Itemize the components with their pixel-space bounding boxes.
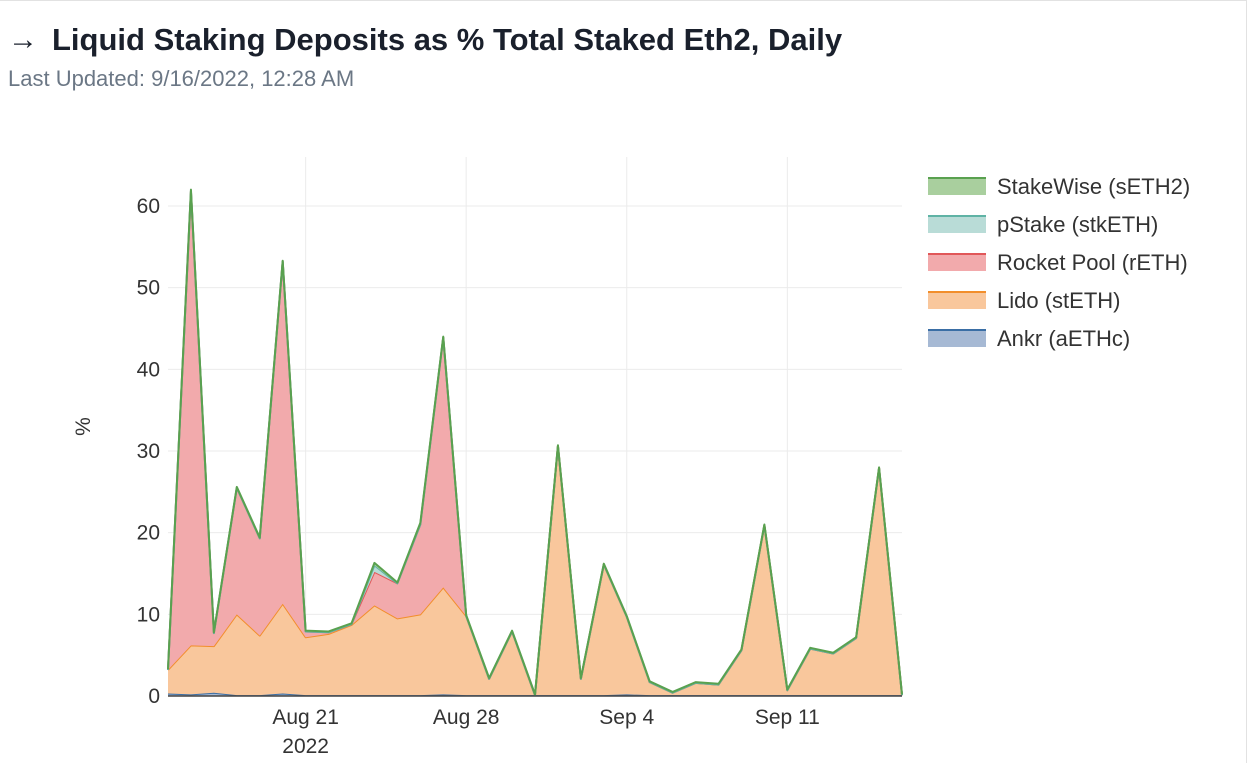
y-tick-label: 10 xyxy=(137,603,160,626)
legend-swatch xyxy=(928,253,986,271)
legend-label: Rocket Pool (rETH) xyxy=(997,250,1188,275)
area-line-4 xyxy=(167,188,903,696)
chart-title: Liquid Staking Deposits as % Total Stake… xyxy=(52,22,843,57)
y-tick-label: 20 xyxy=(137,522,160,545)
chart-header: → Liquid Staking Deposits as % Total Sta… xyxy=(8,20,842,60)
area-fill-1 xyxy=(168,446,902,696)
y-tick-label: 50 xyxy=(137,277,160,300)
arrow-right-icon[interactable]: → xyxy=(8,23,38,56)
legend[interactable]: StakeWise (sETH2) pStake (stkETH) Rocket P… xyxy=(928,174,1190,351)
x-tick-label: Sep 4 xyxy=(599,706,654,729)
legend-label: pStake (stkETH) xyxy=(997,212,1158,237)
legend-item[interactable]: Rocket Pool (rETH) xyxy=(928,250,1188,275)
y-tick-label: 40 xyxy=(137,358,160,381)
legend-item[interactable]: Ankr (aETHc) xyxy=(928,326,1130,351)
last-updated-text: Last Updated: 9/16/2022, 12:28 AM xyxy=(8,66,355,91)
legend-label: Lido (stETH) xyxy=(997,288,1120,313)
x-tick-label: Aug 28 xyxy=(433,706,500,729)
legend-label: StakeWise (sETH2) xyxy=(997,174,1190,199)
legend-label: Ankr (aETHc) xyxy=(997,326,1130,351)
y-tick-label: 60 xyxy=(137,195,160,218)
y-tick-label: 0 xyxy=(148,685,160,708)
legend-swatch xyxy=(928,329,986,347)
legend-item[interactable]: StakeWise (sETH2) xyxy=(928,174,1190,199)
x-tick-label: Aug 21 xyxy=(272,706,339,729)
area-series xyxy=(167,188,903,697)
legend-swatch xyxy=(928,177,986,195)
legend-item[interactable]: Lido (stETH) xyxy=(928,288,1120,313)
axes: 0 10 20 30 40 50 60 Aug 21 2022 Aug 28 Sep 4 Sep 11… xyxy=(72,195,902,758)
y-tick-label: 30 xyxy=(137,440,160,463)
y-axis-label: % xyxy=(72,417,95,436)
legend-swatch xyxy=(928,215,986,233)
x-tick-sublabel: 2022 xyxy=(282,735,329,758)
x-tick-label: Sep 11 xyxy=(755,706,820,729)
legend-swatch xyxy=(928,291,986,309)
legend-item[interactable]: pStake (stkETH) xyxy=(928,212,1158,237)
